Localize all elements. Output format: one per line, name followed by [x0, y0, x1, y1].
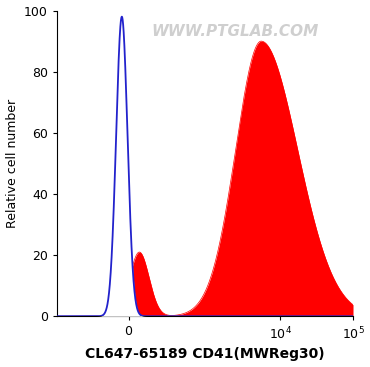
X-axis label: CL647-65189 CD41(MWReg30): CL647-65189 CD41(MWReg30)	[85, 348, 325, 361]
Y-axis label: Relative cell number: Relative cell number	[6, 99, 18, 228]
Text: WWW.PTGLAB.COM: WWW.PTGLAB.COM	[151, 25, 318, 40]
